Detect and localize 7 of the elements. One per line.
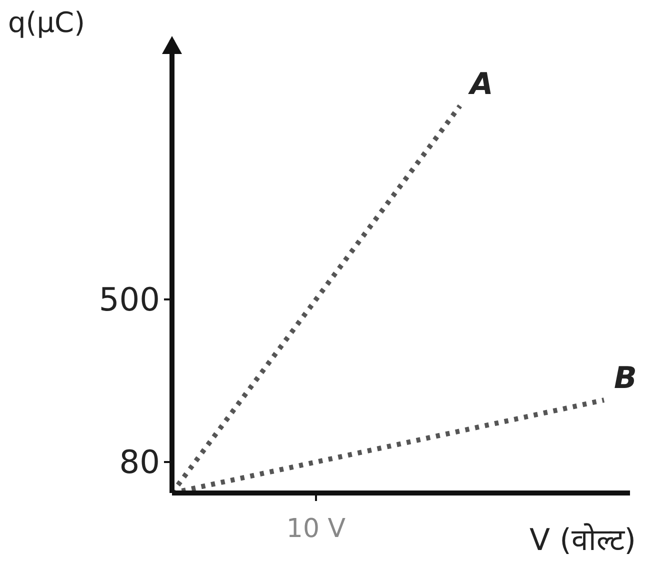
y-axis-title: q(μC): [8, 6, 85, 39]
x-tick-label: 10 V: [286, 514, 346, 544]
series-label: B: [614, 361, 637, 396]
x-axis-title: V (वोल्ट): [530, 523, 636, 558]
series-label: A: [468, 66, 494, 102]
y-tick-label: 80: [119, 443, 160, 482]
y-tick-label: 500: [98, 280, 160, 318]
